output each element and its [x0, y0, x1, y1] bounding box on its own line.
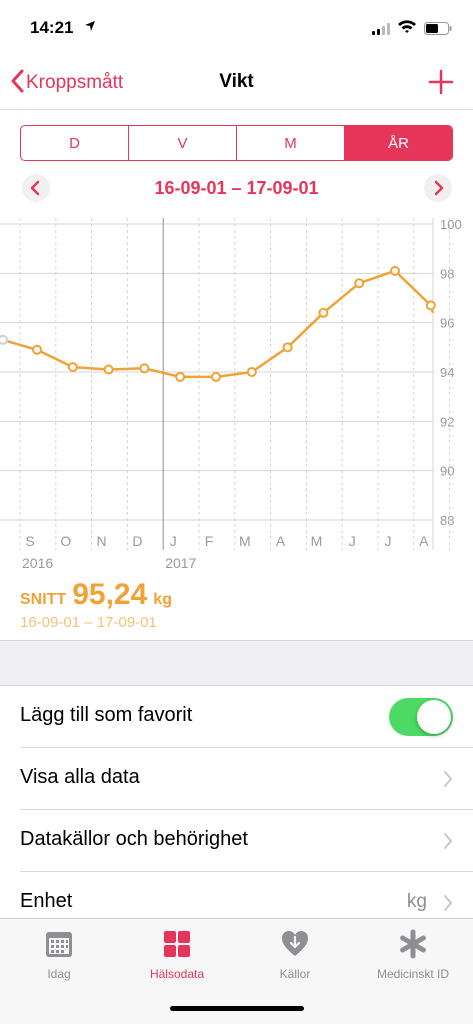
x-axis-tick-label: A — [419, 533, 429, 549]
y-axis-tick-label: 92 — [440, 414, 454, 429]
weight-data-point — [103, 364, 114, 375]
chevron-right-icon — [444, 895, 452, 911]
y-axis-tick-label: 90 — [440, 464, 454, 479]
weight-chart-svg: 100 98 96 94 92 90 88 S O N D J F M A M J J A 2016 2017 — [0, 217, 462, 571]
favorite-toggle[interactable] — [389, 698, 453, 736]
period-segmented-control: D V M ÅR — [20, 125, 453, 161]
x-axis-tick-label: S — [25, 533, 34, 549]
favorite-label: Lägg till som favorit — [20, 704, 193, 726]
tab-health-data[interactable]: Hälsodata — [118, 919, 236, 989]
divider — [20, 809, 473, 810]
chevron-right-icon — [434, 180, 444, 196]
y-axis-tick-label: 96 — [440, 316, 454, 331]
average-summary: SNITT 95,24 kg 16-09-01 – 17-09-01 — [20, 578, 172, 631]
location-arrow-icon — [84, 19, 96, 35]
asterisk-icon — [400, 929, 426, 959]
weight-data-point — [0, 334, 8, 345]
weight-data-point — [67, 362, 78, 373]
back-label: Kroppsmått — [26, 72, 124, 93]
segment-day[interactable]: D — [21, 126, 129, 160]
weight-data-point — [425, 300, 436, 311]
status-bar: 14:21 — [0, 0, 473, 58]
average-prefix: SNITT — [20, 591, 67, 608]
x-axis-year-label: 2017 — [165, 555, 196, 571]
weight-data-point — [32, 344, 42, 355]
y-axis-tick-label: 94 — [440, 365, 454, 380]
x-axis-tick-label: J — [385, 533, 392, 549]
x-axis-tick-label: M — [311, 533, 323, 549]
weight-data-point — [246, 367, 257, 377]
x-axis-tick-label: J — [170, 533, 177, 549]
weight-data-point — [282, 342, 293, 353]
data-sources-label: Datakällor och behörighet — [20, 828, 248, 850]
unit-label: Enhet — [20, 890, 73, 912]
heart-download-icon — [282, 931, 308, 956]
tab-today-label: Idag — [47, 967, 71, 981]
divider — [20, 871, 473, 872]
x-axis-tick-label: D — [132, 533, 142, 549]
average-range: 16-09-01 – 17-09-01 — [20, 614, 157, 631]
tab-sources[interactable]: Källor — [236, 919, 354, 989]
date-range-selector: 16-09-01 – 17-09-01 — [0, 170, 473, 206]
segment-year[interactable]: ÅR — [345, 126, 452, 160]
x-axis-tick-label: O — [60, 533, 71, 549]
unit-value: kg — [406, 891, 427, 912]
tab-medical-id[interactable]: Medicinskt ID — [354, 919, 472, 989]
previous-period-button[interactable] — [22, 174, 50, 202]
chevron-right-icon — [444, 833, 452, 849]
cellular-signal-icon — [372, 22, 392, 40]
chevron-left-icon — [10, 69, 24, 98]
segment-month[interactable]: M — [237, 126, 345, 160]
home-indicator — [170, 1006, 304, 1011]
weight-data-point — [175, 371, 186, 382]
x-axis-tick-label: M — [239, 533, 251, 549]
wifi-icon — [397, 19, 417, 39]
navigation-bar: Kroppsmått Vikt — [0, 58, 473, 110]
x-axis-year-label: 2016 — [22, 555, 53, 571]
weight-data-point — [390, 265, 400, 276]
weight-series-line — [2, 269, 435, 379]
tab-health-data-label: Hälsodata — [149, 967, 205, 981]
battery-icon — [424, 22, 452, 40]
segment-week[interactable]: V — [129, 126, 237, 160]
weight-data-point — [354, 278, 365, 289]
show-all-data-label: Visa alla data — [20, 766, 140, 788]
chevron-right-icon — [444, 771, 452, 787]
y-axis-tick-label: 100 — [440, 217, 462, 232]
next-period-button[interactable] — [424, 174, 452, 202]
average-unit: kg — [153, 591, 172, 608]
plus-icon[interactable] — [427, 68, 455, 96]
show-all-data-row[interactable]: Visa alla data — [0, 748, 473, 810]
y-axis-tick-label: 98 — [440, 266, 454, 281]
tab-sources-label: Källor — [279, 967, 311, 981]
weight-data-point — [318, 307, 329, 318]
data-sources-row[interactable]: Datakällor och behörighet — [0, 810, 473, 872]
date-range-label: 16-09-01 – 17-09-01 — [154, 178, 319, 198]
favorite-row: Lägg till som favorit — [0, 686, 473, 748]
grid-icon — [164, 931, 190, 957]
x-axis-tick-label: N — [97, 533, 107, 549]
tab-today[interactable]: Idag — [0, 919, 118, 989]
x-axis-tick-label: A — [276, 533, 286, 549]
section-separator — [0, 640, 473, 686]
back-button[interactable]: Kroppsmått — [10, 68, 123, 98]
weight-chart[interactable]: 100 98 96 94 92 90 88 S O N D J F M A M J J A 2016 2017 — [0, 212, 473, 580]
weight-data-point — [211, 371, 221, 382]
chevron-left-icon — [30, 180, 40, 196]
toggle-knob — [417, 700, 451, 734]
average-value: 95,24 — [72, 578, 148, 611]
unit-row[interactable]: Enhet kg — [0, 872, 473, 934]
status-time: 14:21 — [30, 18, 74, 37]
y-axis-tick-label: 88 — [440, 513, 454, 528]
divider — [20, 747, 473, 748]
calendar-icon — [46, 932, 72, 957]
x-axis-tick-label: F — [205, 533, 214, 549]
weight-data-point — [139, 363, 150, 374]
tab-medical-id-label: Medicinskt ID — [376, 967, 450, 981]
x-axis-tick-label: J — [349, 533, 356, 549]
